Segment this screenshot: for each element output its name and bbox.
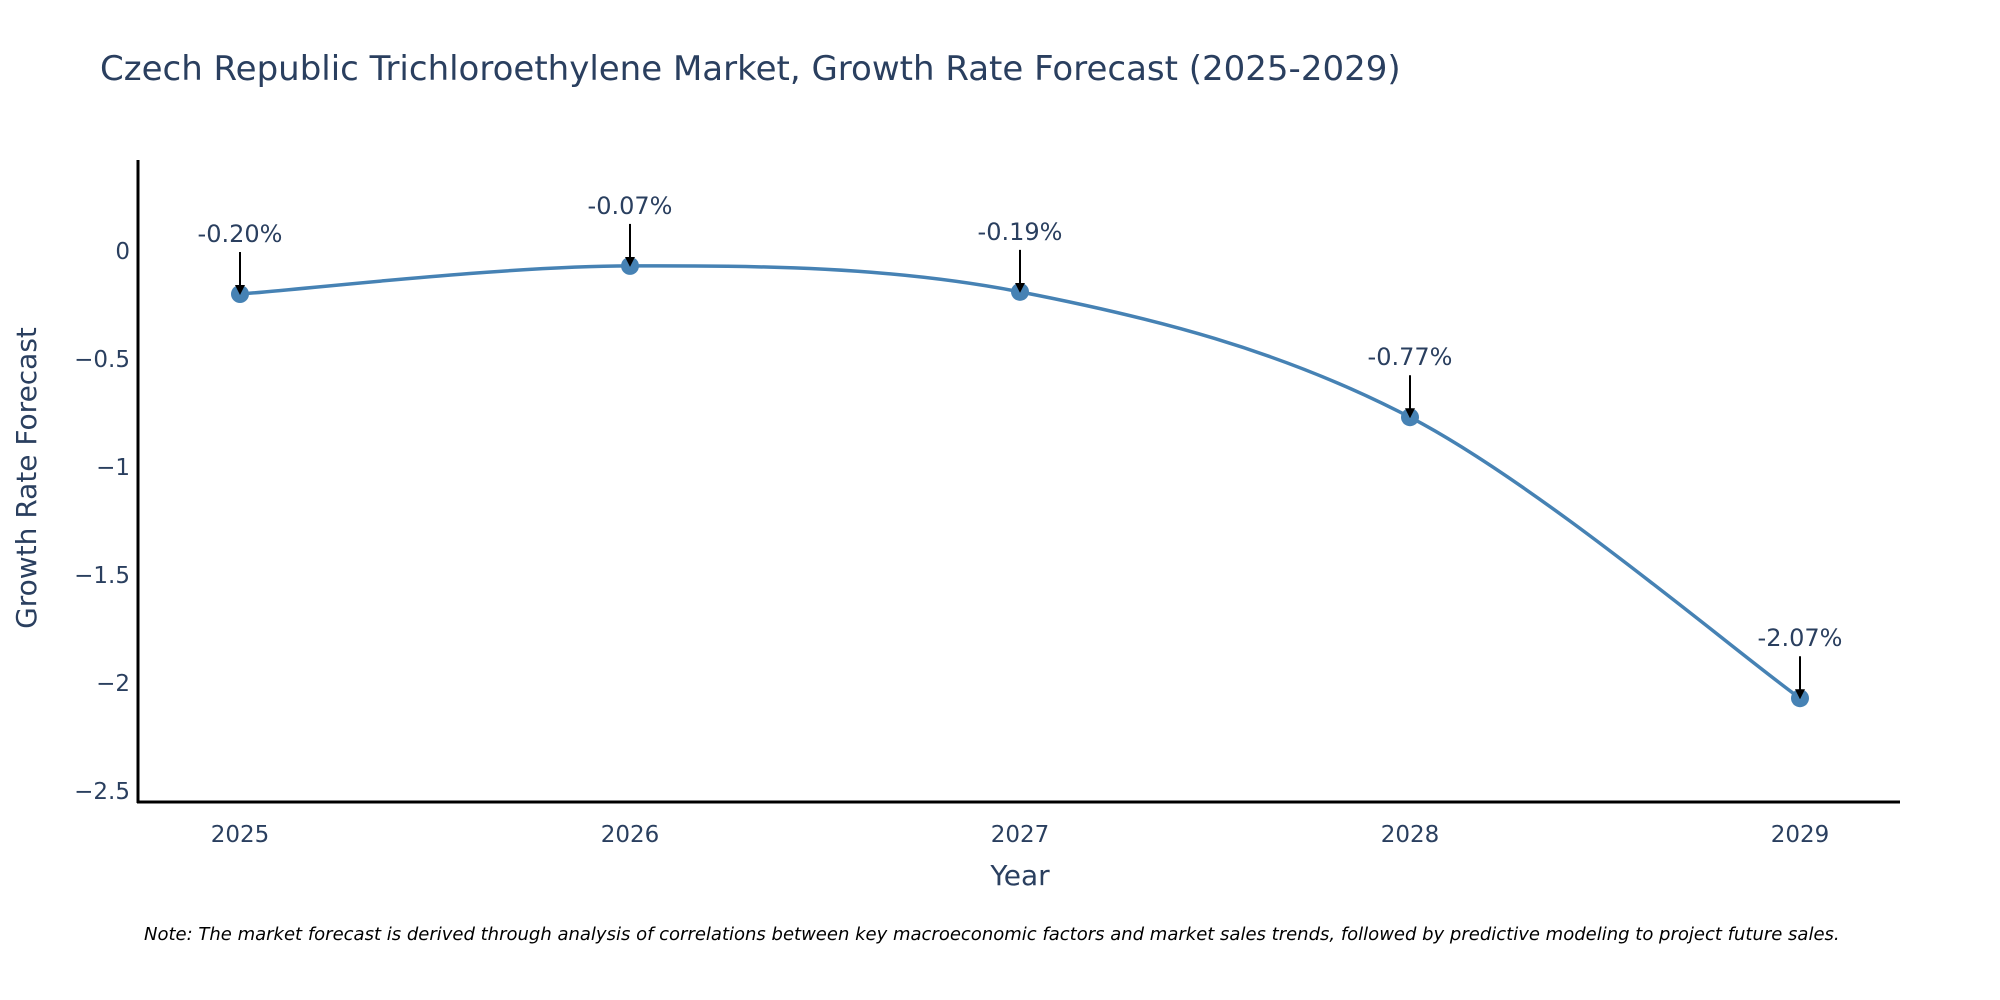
data-label: -0.19% — [978, 218, 1063, 246]
y-tick-label: −1 — [96, 455, 130, 481]
x-tick-label: 2026 — [601, 822, 660, 848]
y-axis-title: Growth Rate Forecast — [10, 327, 43, 629]
data-label: -0.07% — [588, 192, 673, 220]
footnote: Note: The market forecast is derived thr… — [144, 924, 1840, 945]
y-tick-label: 0 — [115, 239, 130, 265]
series-line — [239, 264, 1802, 700]
data-label: -2.07% — [1758, 624, 1843, 652]
x-tick-label: 2027 — [991, 822, 1050, 848]
x-tick-label: 2025 — [211, 822, 270, 848]
series-growth-rate — [231, 256, 1809, 708]
y-axis: 0 −0.5 −1 −1.5 −2 −2.5 — [74, 160, 140, 805]
data-label: -0.20% — [198, 220, 283, 248]
x-axis-title: Year — [989, 859, 1050, 892]
data-labels: -0.20% -0.07% -0.19% -0.77% -2.07% — [198, 192, 1843, 700]
y-tick-label: −2 — [96, 671, 130, 697]
y-tick-label: −0.5 — [74, 347, 130, 373]
x-tick-label: 2029 — [1771, 822, 1830, 848]
y-tick-label: −2.5 — [74, 779, 130, 805]
y-tick-label: −1.5 — [74, 563, 130, 589]
chart-title: Czech Republic Trichloroethylene Market,… — [100, 49, 1401, 89]
x-axis: 2025 2026 2027 2028 2029 — [137, 800, 1900, 848]
x-tick-label: 2028 — [1381, 822, 1440, 848]
data-label: -0.77% — [1368, 343, 1453, 371]
